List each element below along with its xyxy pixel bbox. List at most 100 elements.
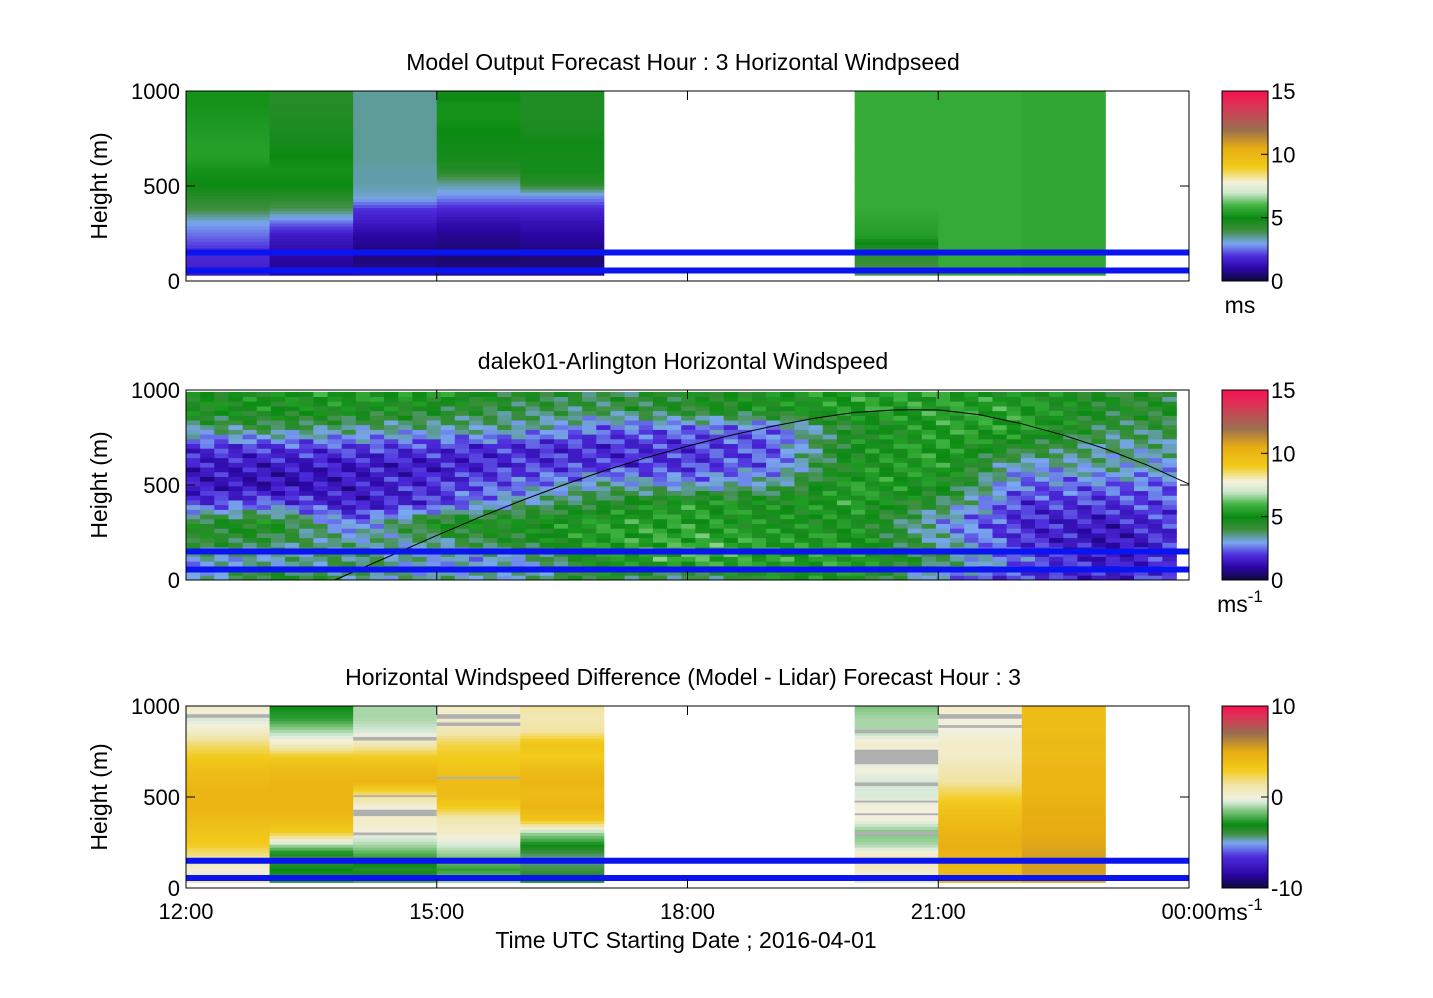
heatmap-cell (1162, 504, 1177, 510)
colorbar-segment (1222, 132, 1268, 135)
heatmap-cell (709, 561, 725, 567)
heatmap-cell (709, 514, 725, 520)
heatmap-cell (938, 158, 1023, 163)
heatmap-cell (299, 420, 314, 426)
heatmap-cell (808, 495, 824, 501)
heatmap-cell (964, 532, 979, 539)
heatmap-cell (938, 183, 1023, 187)
heatmap-cell (436, 201, 521, 206)
heatmap-cell (520, 817, 605, 822)
heatmap-cell (1006, 500, 1022, 506)
heatmap-cell (808, 467, 824, 473)
heatmap-cell (596, 391, 611, 397)
heatmap-cell (269, 223, 354, 227)
heatmap-cell (638, 396, 654, 402)
heatmap-cell (935, 570, 951, 576)
heatmap-cell (341, 490, 357, 496)
heatmap-cell (737, 500, 753, 506)
heatmap-cell (269, 758, 354, 763)
heatmap-cell (436, 152, 521, 156)
heatmap-cell (836, 518, 852, 524)
heatmap-cell (285, 429, 300, 435)
heatmap-cell (1006, 561, 1022, 567)
heatmap-cell (1034, 406, 1050, 412)
colorbar-segment (1222, 443, 1268, 446)
heatmap-cell (186, 556, 201, 562)
heatmap-cell (808, 406, 824, 412)
heatmap-cell (780, 485, 795, 492)
heatmap-cell (436, 850, 521, 854)
heatmap-cell (313, 542, 328, 548)
heatmap-cell (186, 164, 270, 169)
colorbar-tick-label: 10 (1271, 694, 1295, 719)
heatmap-cell (681, 485, 696, 492)
heatmap-cell (186, 180, 270, 184)
heatmap-cell (1034, 485, 1050, 492)
colorbar-segment (1222, 866, 1268, 869)
heatmap-cell (186, 247, 270, 252)
heatmap-cell (1021, 803, 1106, 807)
heatmap-cell (1134, 504, 1149, 510)
y-tick-label: 1000 (131, 378, 180, 403)
heatmap-cell (1020, 471, 1036, 477)
heatmap-cell (964, 561, 979, 567)
heatmap-cell (384, 406, 399, 412)
heatmap-cell (610, 485, 626, 492)
heatmap-cell (1063, 434, 1078, 440)
heatmap-cell (369, 471, 385, 477)
heatmap-cell (808, 518, 824, 524)
heatmap-cell (1105, 424, 1121, 430)
heatmap-cell (468, 518, 484, 524)
heatmap-cell (723, 500, 739, 506)
heatmap-cell (1162, 457, 1177, 463)
heatmap-cell (938, 847, 1023, 851)
heatmap-cell (865, 429, 880, 435)
heatmap-cell (186, 794, 270, 798)
heatmap-cell (879, 401, 894, 407)
heatmap-cell (1049, 537, 1064, 543)
heatmap-cell (525, 523, 541, 529)
colorbar-segment (1222, 197, 1268, 200)
colorbar-segment (1222, 516, 1268, 519)
heatmap-cell (186, 97, 270, 101)
heatmap-cell (1021, 832, 1106, 836)
heatmap-cell (865, 485, 880, 492)
heatmap-cell (313, 523, 328, 529)
heatmap-cell (780, 575, 795, 581)
heatmap-cell (808, 443, 824, 449)
colorbar-segment (1222, 798, 1268, 801)
heatmap-cell (525, 528, 541, 534)
heatmap-cell (935, 424, 951, 430)
heatmap-cell (854, 112, 939, 116)
heatmap-cell (341, 401, 357, 407)
heatmap-cell (553, 434, 569, 440)
heatmap-cell (854, 747, 939, 751)
heatmap-cell (921, 504, 937, 510)
heatmap-cell (893, 391, 909, 397)
heatmap-cell (1077, 514, 1092, 520)
heatmap-cell (938, 195, 1023, 199)
heatmap-cell (520, 198, 605, 202)
heatmap-cell (893, 448, 909, 454)
heatmap-cell (520, 155, 605, 159)
heatmap-cell (511, 481, 526, 487)
heatmap-cell (186, 791, 270, 795)
heatmap-cell (854, 207, 939, 212)
missing-data-band (854, 729, 939, 734)
heatmap-cell (1119, 532, 1135, 539)
heatmap-cell (214, 448, 229, 454)
colorbar-segment (1222, 193, 1268, 196)
colorbar-segment (1222, 244, 1268, 247)
heatmap-cell (624, 471, 640, 477)
heatmap-cell (723, 401, 739, 407)
heatmap-cell (553, 415, 569, 421)
heatmap-cell (436, 263, 521, 267)
heatmap-cell (935, 476, 951, 482)
heatmap-cell (950, 509, 965, 515)
heatmap-cell (907, 453, 923, 459)
heatmap-cell (879, 481, 894, 487)
heatmap-cell (751, 410, 767, 416)
heatmap-cell (1134, 485, 1149, 492)
heatmap-cell (1077, 500, 1092, 506)
heatmap-cell (938, 216, 1023, 221)
